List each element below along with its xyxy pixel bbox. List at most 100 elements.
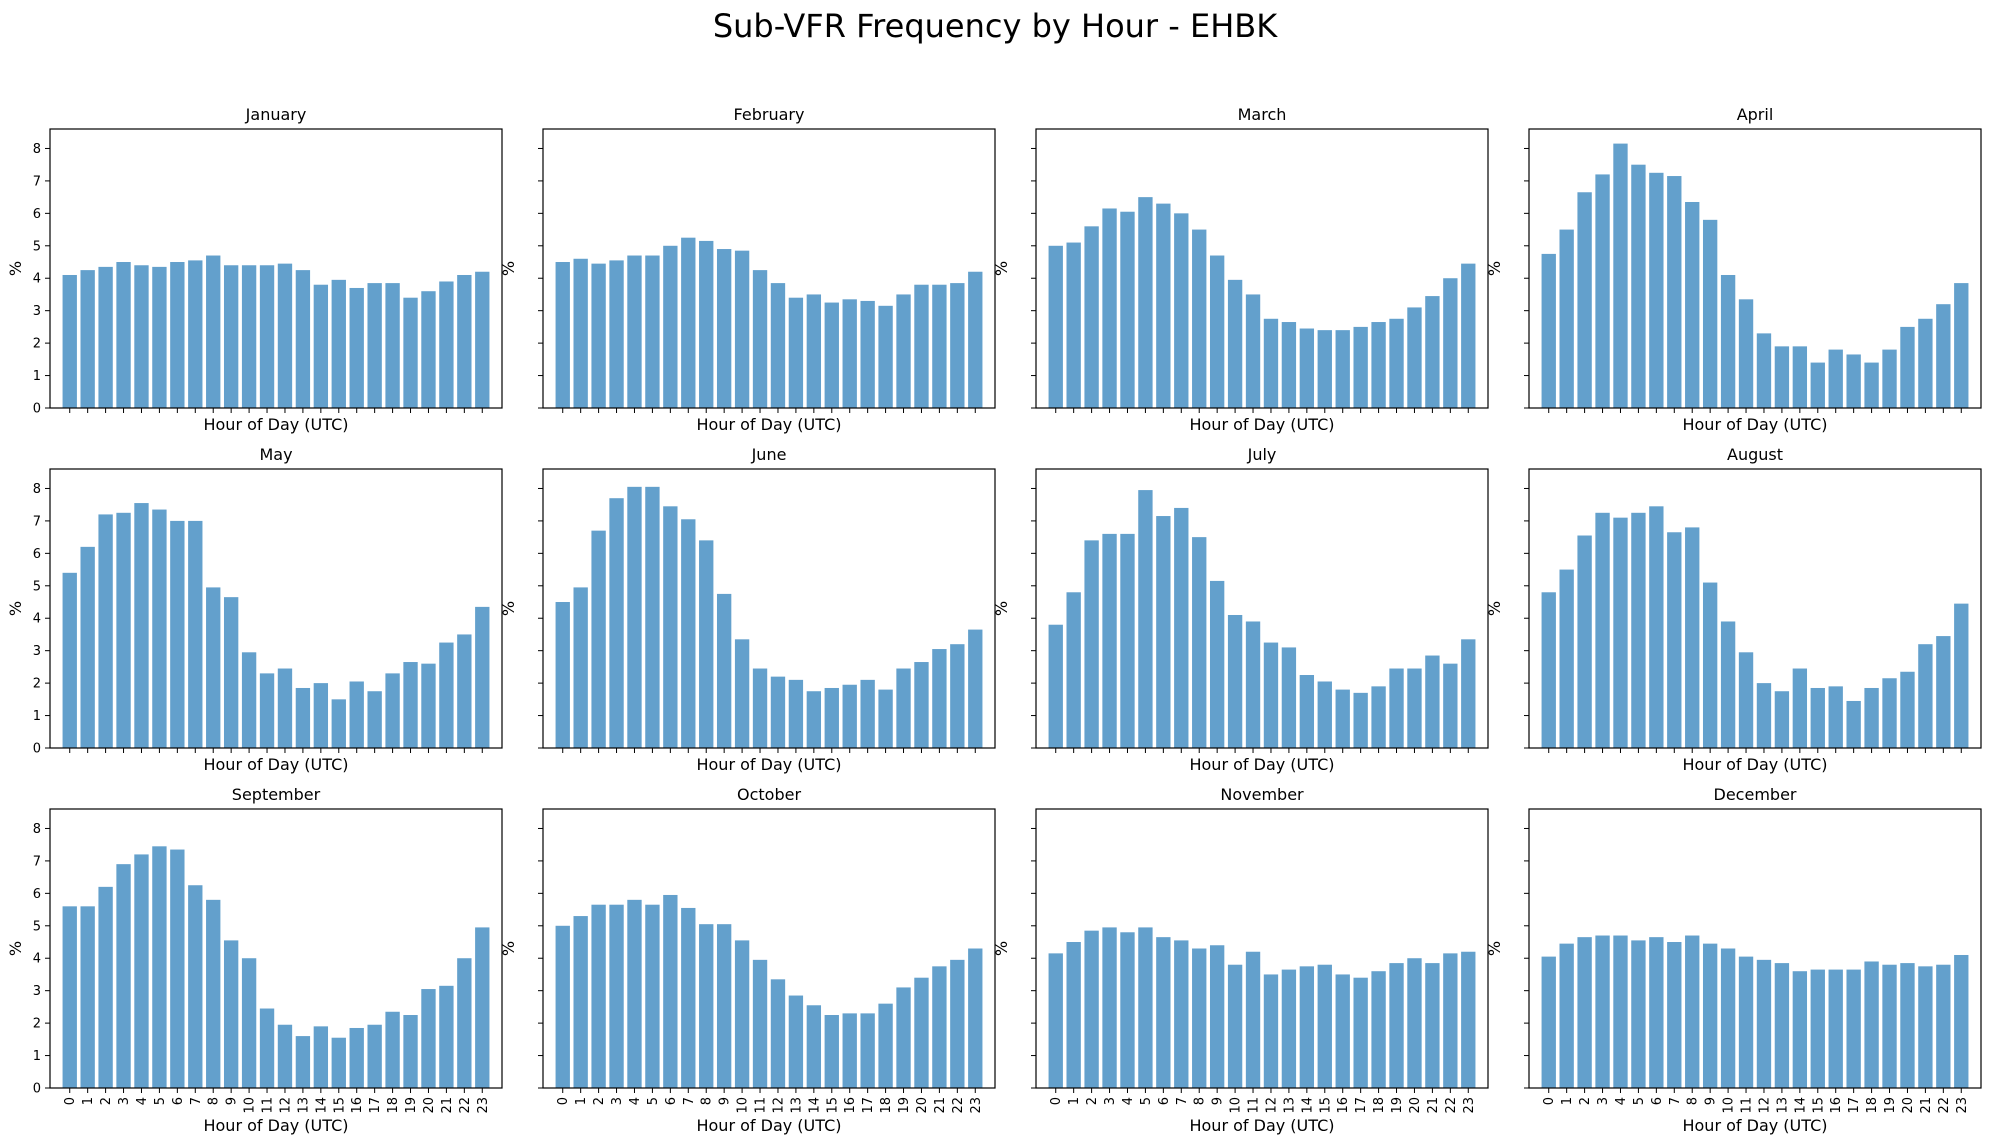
xtick-label: 7 [682, 1097, 697, 1105]
bar-december-hour-20 [1900, 963, 1915, 1088]
y-axis-label: % [992, 601, 1011, 616]
bar-november-hour-13 [1281, 969, 1297, 1088]
xtick-label: 4 [135, 1097, 150, 1105]
panel-title: January [245, 105, 307, 124]
xtick-label: 1 [81, 1097, 96, 1105]
bar-december-hour-4 [1613, 935, 1628, 1088]
bar-march-hour-18 [1371, 322, 1386, 408]
y-axis-label: % [992, 941, 1011, 956]
bar-march-hour-17 [1353, 326, 1368, 408]
ytick-label: 1 [33, 1049, 41, 1064]
bar-june-hour-0 [555, 602, 570, 748]
bar-september-hour-17 [367, 1024, 382, 1088]
bar-january-hour-13 [295, 270, 311, 408]
bar-december-hour-22 [1936, 964, 1951, 1088]
bar-march-hour-14 [1299, 328, 1315, 408]
panel-title: November [1220, 785, 1304, 804]
xtick-label: 19 [1883, 1097, 1898, 1114]
xtick-label: 14 [1793, 1097, 1808, 1114]
bar-october-hour-1 [573, 916, 588, 1088]
panel-august: August Hour of Day (UTC)% [1485, 445, 1982, 774]
xtick-label: 2 [592, 1097, 607, 1105]
bar-may-hour-4 [134, 503, 149, 748]
bar-april-hour-0 [1541, 253, 1556, 408]
bar-june-hour-18 [878, 689, 893, 748]
bar-march-hour-16 [1335, 330, 1350, 408]
bar-august-hour-22 [1936, 636, 1951, 748]
ytick-label: 1 [33, 709, 41, 724]
bar-april-hour-15 [1810, 362, 1825, 408]
panel-january: 0 1 2 3 4 5 6 7 8 January Hour of Day (UTC)% [6, 105, 503, 434]
bar-september-hour-8 [206, 899, 221, 1088]
bar-may-hour-10 [241, 652, 257, 748]
bar-february-hour-21 [932, 284, 947, 408]
bar-february-hour-14 [806, 294, 822, 408]
bar-may-hour-21 [439, 642, 454, 748]
bar-may-hour-0 [62, 572, 77, 748]
x-axis-label: Hour of Day (UTC) [1189, 1116, 1334, 1135]
bar-april-hour-23 [1954, 283, 1969, 408]
bar-april-hour-13 [1774, 346, 1790, 408]
bar-june-hour-12 [770, 676, 786, 748]
bar-june-hour-23 [968, 629, 983, 748]
ytick-label: 5 [33, 239, 41, 254]
panel-april: April Hour of Day (UTC)% [1485, 105, 1982, 434]
xtick-label: 11 [1740, 1097, 1755, 1114]
ytick-label: 4 [33, 272, 41, 287]
bar-august-hour-10 [1720, 621, 1736, 748]
bar-november-hour-1 [1066, 942, 1081, 1088]
bar-august-hour-8 [1685, 527, 1700, 748]
bar-november-hour-3 [1102, 927, 1117, 1088]
xtick-label: 21 [1426, 1097, 1441, 1114]
xtick-label: 3 [610, 1097, 625, 1105]
bar-may-hour-13 [295, 687, 311, 748]
bar-february-hour-0 [555, 262, 570, 408]
xtick-label: 18 [1865, 1097, 1880, 1114]
bar-november-hour-17 [1353, 977, 1368, 1088]
bar-january-hour-15 [331, 279, 346, 408]
x-axis-label: Hour of Day (UTC) [203, 415, 348, 434]
xtick-label: 5 [153, 1097, 168, 1105]
bar-march-hour-12 [1263, 318, 1279, 408]
bar-july-hour-18 [1371, 686, 1386, 748]
xtick-label: 6 [664, 1097, 679, 1105]
bar-december-hour-21 [1918, 966, 1933, 1088]
axes-frame [49, 808, 503, 1089]
bar-july-hour-5 [1138, 490, 1153, 748]
xtick-label: 0 [556, 1097, 571, 1105]
xtick-label: 16 [350, 1097, 365, 1114]
xtick-label: 6 [1157, 1097, 1172, 1105]
bar-december-hour-11 [1738, 956, 1754, 1088]
bar-may-hour-15 [331, 699, 346, 748]
xtick-label: 15 [1318, 1097, 1333, 1114]
bar-april-hour-5 [1631, 164, 1646, 408]
bar-january-hour-23 [475, 271, 490, 408]
axes-frame [542, 468, 996, 749]
xtick-label: 16 [843, 1097, 858, 1114]
y-axis-label: % [499, 601, 518, 616]
bar-september-hour-21 [439, 985, 454, 1088]
bar-january-hour-11 [259, 265, 275, 408]
bar-june-hour-21 [932, 649, 947, 748]
bar-september-hour-3 [116, 864, 131, 1088]
xtick-label: 6 [1650, 1097, 1665, 1105]
bar-november-hour-6 [1156, 937, 1171, 1088]
panel-title: October [737, 785, 801, 804]
axes-frame [1035, 808, 1489, 1089]
xtick-label: 15 [825, 1097, 840, 1114]
xtick-label: 20 [422, 1097, 437, 1114]
bar-october-hour-21 [932, 966, 947, 1088]
panel-march: March Hour of Day (UTC)% [992, 105, 1489, 434]
bar-december-hour-14 [1792, 971, 1808, 1088]
bar-december-hour-23 [1954, 954, 1969, 1088]
bar-july-hour-4 [1120, 533, 1135, 748]
bar-september-hour-13 [295, 1036, 311, 1088]
bar-august-hour-14 [1792, 668, 1808, 748]
bar-march-hour-20 [1407, 307, 1422, 408]
bar-october-hour-14 [806, 1005, 822, 1088]
bar-january-hour-16 [349, 287, 364, 408]
bar-march-hour-0 [1048, 245, 1063, 408]
y-axis-label: % [499, 941, 518, 956]
bar-december-hour-3 [1595, 935, 1610, 1088]
